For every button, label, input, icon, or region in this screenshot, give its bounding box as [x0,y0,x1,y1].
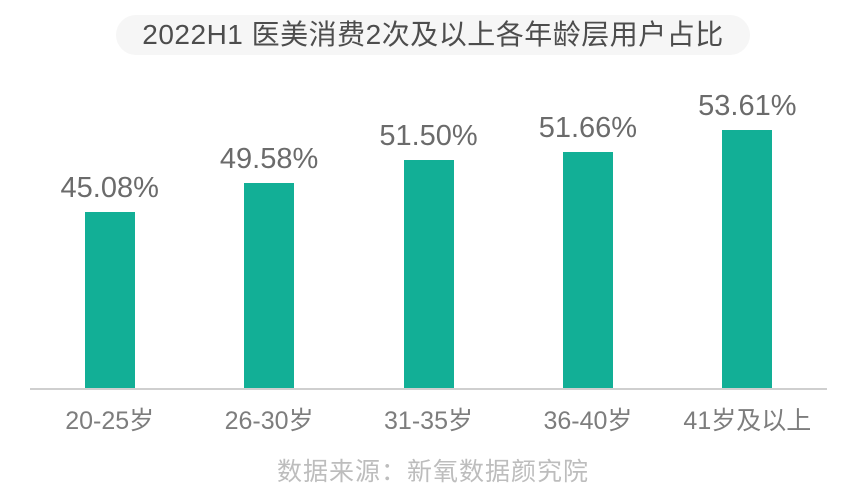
bar-column: 45.08% [30,90,189,388]
bar-column: 49.58% [189,90,348,388]
bar-value-label: 51.50% [379,120,478,152]
x-axis-label: 31-35岁 [384,407,473,435]
bar-value-label: 45.08% [60,172,159,204]
bar-column: 53.61% [668,90,827,388]
bar-column: 51.66% [508,90,667,388]
bar-value-label: 51.66% [538,112,638,144]
x-axis-line [30,388,827,390]
x-axis-label: 26-30岁 [224,407,314,435]
x-axis-label: 36-40岁 [543,407,633,435]
bar-column: 51.50% [349,90,508,388]
bar [722,130,773,388]
plot-area: 45.08% 49.58% 51.50% 51.66% 53.61% [30,90,827,388]
bar-value-label: 53.61% [698,90,797,122]
bar-value-label: 49.58% [219,143,319,175]
bar [562,152,613,388]
x-axis-labels: 20-25岁 26-30岁 31-35岁 36-40岁 41岁及以上 [30,401,827,437]
bar [84,212,135,388]
x-axis-label: 20-25岁 [65,407,155,435]
bar [244,183,295,388]
chart-title: 2022H1 医美消费2次及以上各年龄层用户占比 [116,15,750,55]
x-axis-label: 41岁及以上 [683,407,812,435]
data-source-caption: 数据来源：新氧数据颜究院 [276,458,589,486]
title-row: 2022H1 医美消费2次及以上各年龄层用户占比 [0,15,866,55]
bar [403,160,454,388]
